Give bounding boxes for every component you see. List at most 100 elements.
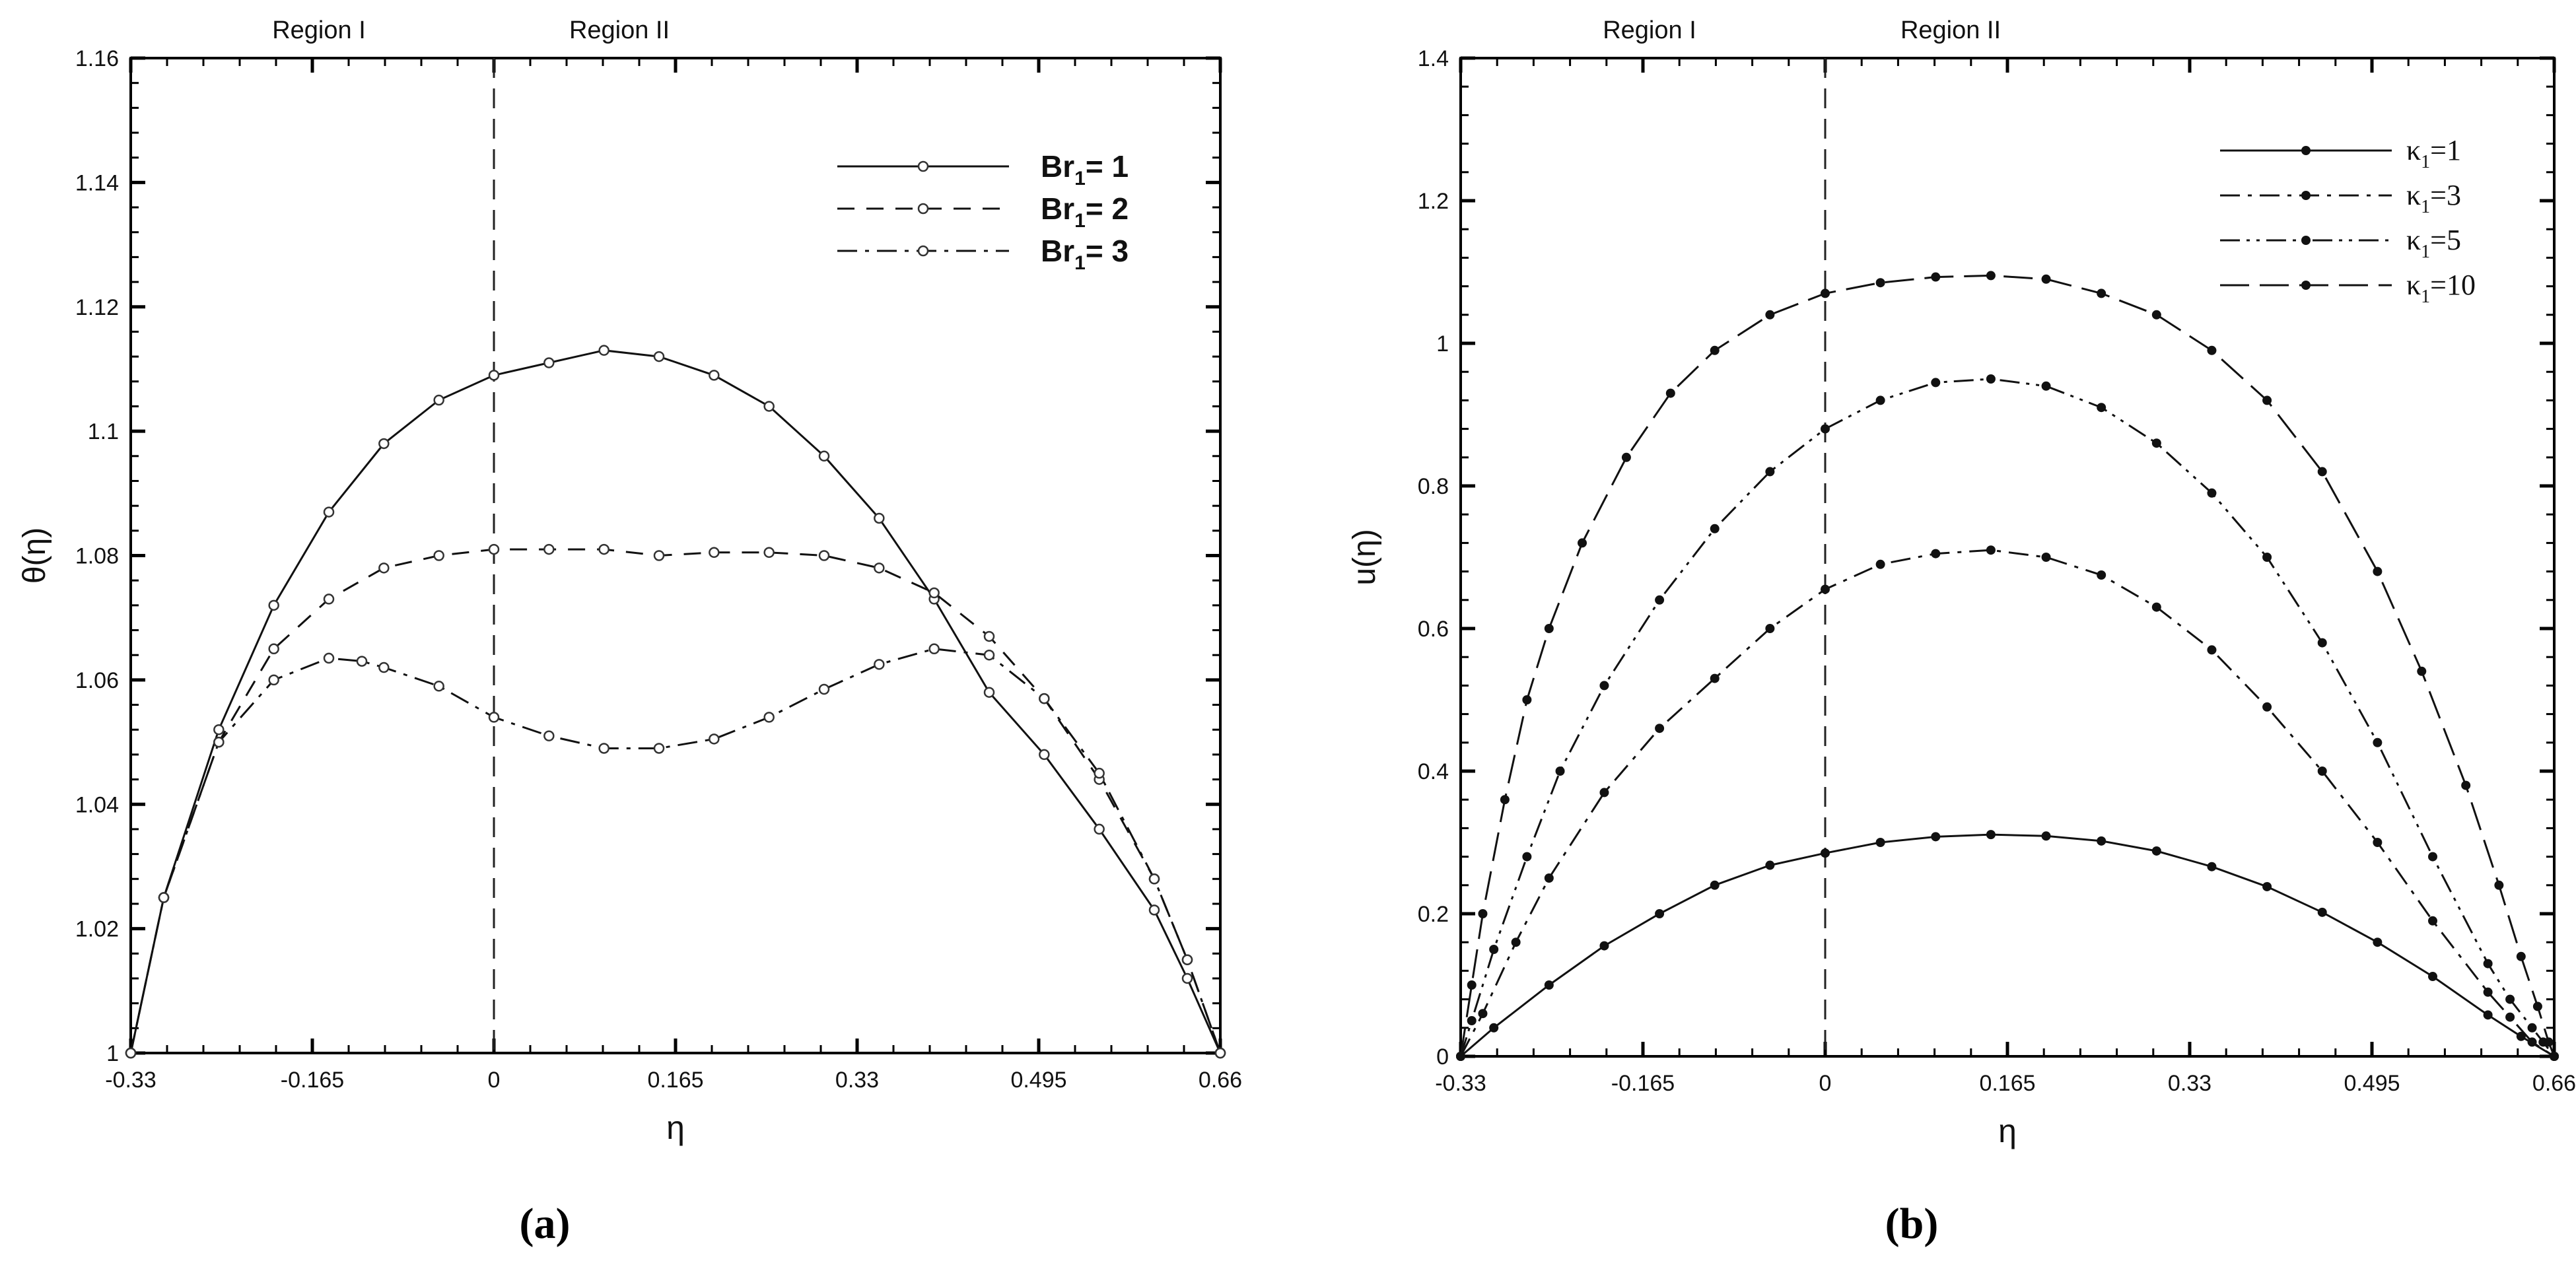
data-point — [1544, 980, 1554, 990]
data-point — [1821, 289, 1830, 298]
data-point — [874, 659, 885, 670]
y-tick-label: 1.4 — [1418, 46, 1449, 71]
data-point — [2317, 467, 2327, 477]
data-point — [488, 370, 500, 381]
data-point — [213, 724, 225, 735]
data-point — [1478, 909, 1488, 918]
data-point — [653, 351, 665, 362]
data-point — [213, 736, 225, 748]
data-point — [1039, 693, 1050, 704]
data-point — [2207, 645, 2217, 655]
data-point — [1489, 945, 1499, 954]
data-point — [2151, 846, 2161, 856]
legend-symbol: κ — [2406, 269, 2421, 301]
data-point — [2373, 838, 2383, 847]
data-point — [1821, 424, 1830, 434]
data-point — [598, 543, 609, 555]
data-point — [1986, 545, 1996, 555]
data-point — [2428, 852, 2437, 862]
data-point — [598, 345, 609, 356]
data-point — [1931, 832, 1941, 842]
y-tick-label: 0.4 — [1418, 759, 1449, 784]
x-tick-label: 0.165 — [1979, 1071, 2035, 1096]
data-point — [1765, 310, 1775, 320]
series-2 — [1456, 545, 2559, 1061]
data-point — [1094, 823, 1105, 835]
data-point — [2097, 570, 2106, 580]
x-tick-label: 0.66 — [1199, 1068, 1242, 1093]
x-tick-label: -0.33 — [1435, 1071, 1486, 1096]
legend-symbol: Br — [1041, 191, 1074, 226]
legend-entry: Br1= 3 — [837, 234, 1129, 274]
legend-subscript: 1 — [1074, 168, 1086, 189]
y-axis-label: u(η) — [1347, 529, 1382, 585]
data-point — [1821, 848, 1830, 858]
y-tick-label: 0.8 — [1418, 474, 1449, 499]
series-line — [129, 648, 1222, 1054]
data-point — [2428, 972, 2437, 982]
legend-marker — [917, 203, 929, 215]
legend-symbol: Br — [1041, 234, 1074, 268]
data-point — [2151, 602, 2161, 612]
data-point — [983, 630, 995, 642]
legend-symbol: κ — [2406, 224, 2421, 256]
data-point — [2544, 1037, 2554, 1047]
y-axis-label: θ(η) — [17, 528, 52, 584]
x-tick-label: 0.66 — [2532, 1071, 2576, 1096]
legend-suffix: =10 — [2430, 269, 2476, 301]
data-point — [2207, 345, 2217, 355]
chart-b: (b) -0.33 -0.165 0 0.165 0.33 0.495 0.66 0 0.2 0.… — [1347, 17, 2576, 1248]
x-axis-label: η — [1998, 1112, 2017, 1149]
data-point — [983, 649, 995, 661]
y-tick-label: 1.04 — [75, 792, 119, 817]
data-point — [709, 370, 720, 381]
legend-subscript: 1 — [2421, 152, 2430, 172]
data-point — [2041, 553, 2051, 562]
panel-label: (a) — [520, 1200, 571, 1248]
legend-entry: Br1= 1 — [837, 149, 1129, 189]
x-tick-label: 0.33 — [2168, 1071, 2211, 1096]
data-point — [2041, 381, 2051, 391]
legend-marker — [2301, 146, 2311, 155]
series-line — [1459, 549, 2555, 1058]
data-point — [1875, 559, 1885, 569]
series-3 — [125, 643, 1226, 1059]
legend-entry: κ1=3 — [2220, 179, 2461, 217]
data-point — [1710, 345, 1720, 355]
data-point — [2516, 1031, 2526, 1041]
data-point — [598, 743, 609, 754]
data-point — [874, 562, 885, 574]
x-tick-label: 0.495 — [2344, 1071, 2400, 1096]
data-point — [653, 743, 665, 754]
data-point — [928, 643, 940, 655]
y-tick-label: 0.2 — [1418, 902, 1449, 927]
data-point — [1931, 549, 1941, 559]
data-point — [1599, 681, 1609, 691]
data-point — [378, 438, 390, 450]
data-point — [2516, 951, 2526, 961]
legend-label: κ1=10 — [2406, 269, 2476, 307]
x-tick-label: 0.33 — [835, 1068, 879, 1093]
data-point — [1621, 452, 1631, 462]
data-point — [1710, 524, 1720, 533]
data-point — [818, 683, 830, 695]
region-label: Region I — [1603, 17, 1696, 44]
data-point — [2373, 737, 2383, 747]
y-tick-label: 1.1 — [88, 419, 119, 444]
legend-entry: κ1=10 — [2220, 269, 2476, 307]
panel-label: (b) — [1885, 1200, 1939, 1248]
legend-suffix: =1 — [2430, 134, 2461, 166]
data-point — [1875, 395, 1885, 405]
data-point — [1148, 904, 1160, 916]
data-point — [1665, 388, 1675, 398]
data-point — [2262, 702, 2272, 712]
x-axis-label: η — [666, 1109, 685, 1146]
data-point — [2207, 488, 2217, 498]
data-point — [1655, 724, 1665, 733]
data-point — [323, 594, 335, 605]
series-line — [1460, 833, 2555, 1058]
legend-label: Br1= 2 — [1041, 191, 1129, 232]
data-point — [874, 512, 885, 524]
data-point — [125, 1047, 137, 1059]
